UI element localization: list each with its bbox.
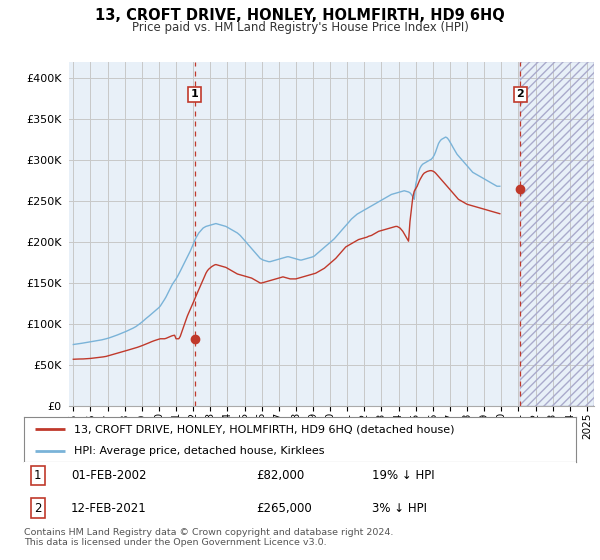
Text: £82,000: £82,000 <box>256 469 304 482</box>
Text: 2: 2 <box>34 502 41 515</box>
Text: £265,000: £265,000 <box>256 502 311 515</box>
Text: 01-FEB-2002: 01-FEB-2002 <box>71 469 146 482</box>
Text: Contains HM Land Registry data © Crown copyright and database right 2024.
This d: Contains HM Land Registry data © Crown c… <box>24 528 394 547</box>
Text: 12-FEB-2021: 12-FEB-2021 <box>71 502 146 515</box>
Text: HPI: Average price, detached house, Kirklees: HPI: Average price, detached house, Kirk… <box>74 446 324 456</box>
Text: 19% ↓ HPI: 19% ↓ HPI <box>372 469 434 482</box>
Text: 3% ↓ HPI: 3% ↓ HPI <box>372 502 427 515</box>
Text: 2: 2 <box>517 90 524 100</box>
Text: 1: 1 <box>191 90 199 100</box>
Text: Price paid vs. HM Land Registry's House Price Index (HPI): Price paid vs. HM Land Registry's House … <box>131 21 469 34</box>
Text: 13, CROFT DRIVE, HONLEY, HOLMFIRTH, HD9 6HQ: 13, CROFT DRIVE, HONLEY, HOLMFIRTH, HD9 … <box>95 8 505 24</box>
Bar <box>520 62 594 406</box>
Text: 1: 1 <box>34 469 41 482</box>
Text: 13, CROFT DRIVE, HONLEY, HOLMFIRTH, HD9 6HQ (detached house): 13, CROFT DRIVE, HONLEY, HOLMFIRTH, HD9 … <box>74 424 454 435</box>
